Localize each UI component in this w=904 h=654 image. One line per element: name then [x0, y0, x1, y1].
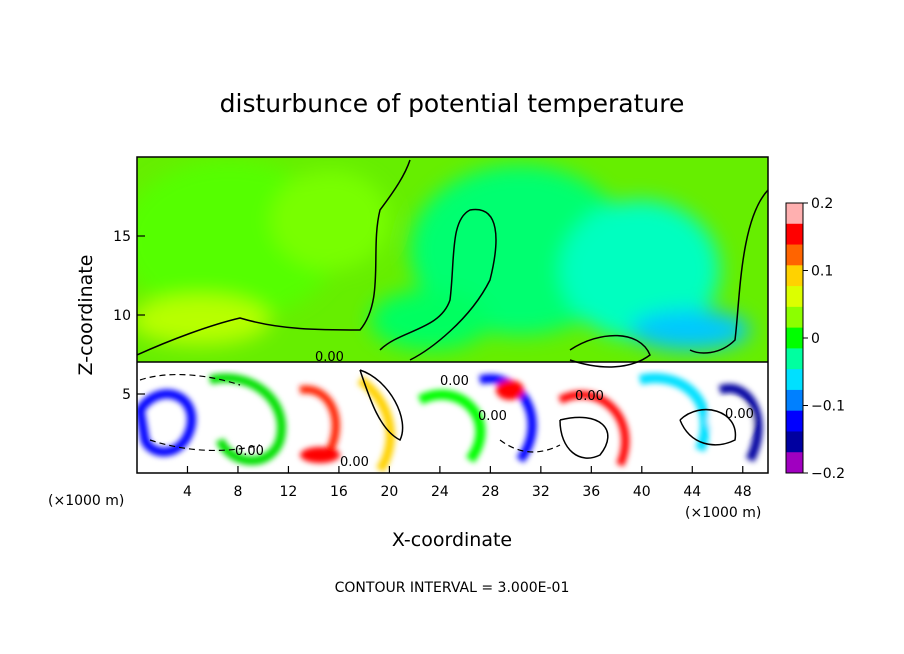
contour-zero: [379, 208, 497, 361]
y-axis: 5 10 15: [113, 229, 145, 403]
x-tick-label: 44: [683, 484, 701, 500]
contour-solid: [569, 334, 651, 368]
colorbar-tick-label: 0.2: [811, 196, 833, 212]
x-tick-label: 36: [582, 484, 600, 500]
contour-label: 0.00: [478, 409, 507, 424]
x-tick-label: 32: [532, 484, 550, 500]
contour-label: 0.00: [440, 374, 469, 389]
contour-zero: [689, 189, 768, 354]
contour-lines: [137, 159, 768, 459]
contour-lines-dashed: [139, 373, 561, 453]
colorbar-swatch: [786, 348, 803, 370]
colorbar-tick-label: 0.1: [811, 264, 833, 280]
contour-solid: [359, 369, 404, 442]
colorbar-swatch: [786, 203, 803, 225]
plot-area: [137, 157, 768, 473]
x-tick-label: 48: [734, 484, 752, 500]
colorbar: [786, 203, 803, 474]
contour-interval-note: CONTOUR INTERVAL = 3.000E-01: [335, 580, 570, 596]
x-unit-label-right: (×1000 m): [685, 505, 761, 521]
contour-solid: [559, 416, 609, 459]
y-tick-label: 10: [113, 308, 131, 324]
contour-label: 0.00: [575, 389, 604, 404]
colorbar-tick-label: −0.2: [811, 466, 845, 482]
colorbar-swatch: [786, 306, 803, 329]
contour-negative: [139, 373, 241, 386]
x-tick-label: 12: [280, 484, 298, 500]
x-axis: 4 8 12 16 20 24 28 32 36 40 44 48: [183, 466, 752, 500]
colorbar-swatch: [786, 327, 803, 349]
field-region: [137, 295, 270, 345]
x-tick-label: 4: [183, 484, 192, 500]
x-tick-label: 28: [481, 484, 499, 500]
lower-swirl: [638, 373, 711, 452]
lower-swirl: [417, 389, 486, 463]
colorbar-swatch: [786, 389, 803, 412]
contour-label-group: 0.00 0.00 0.00 0.00 0.00 0.00 0.00: [235, 350, 754, 470]
x-tick-label: 24: [431, 484, 449, 500]
contour-label: 0.00: [235, 444, 264, 459]
colorbar-tick-label: −0.1: [811, 399, 845, 415]
lower-swirl: [300, 447, 340, 463]
contour-label: 0.00: [315, 350, 344, 365]
colorbar-swatch: [786, 431, 803, 453]
lower-swirl: [478, 374, 537, 463]
contour-negative: [499, 439, 561, 453]
colorbar-swatch: [786, 452, 803, 474]
field-region: [630, 310, 750, 350]
x-unit-label: (×1000 m): [48, 493, 124, 509]
lower-swirl: [718, 384, 763, 463]
colorbar-swatch: [786, 286, 803, 308]
lower-swirl: [137, 389, 197, 457]
colorbar-swatch: [786, 244, 803, 266]
lower-swirl: [496, 380, 524, 400]
x-tick-label: 20: [380, 484, 398, 500]
colorbar-tick-label: 0: [811, 331, 820, 347]
lower-swirl: [208, 373, 286, 466]
x-tick-label: 8: [233, 484, 242, 500]
y-tick-label: 15: [113, 229, 131, 245]
y-axis-title: Z-coordinate: [75, 255, 97, 376]
contour-solid: [679, 409, 736, 446]
contour-negative: [149, 439, 261, 452]
y-tick-label: 5: [122, 387, 131, 403]
colorbar-swatch: [786, 223, 803, 246]
x-tick-label: 16: [330, 484, 348, 500]
field-region: [370, 290, 490, 350]
lower-swirl: [299, 385, 340, 452]
x-tick-label: 40: [633, 484, 651, 500]
chart-title: disturbunce of potential temperature: [220, 89, 685, 118]
field-region: [560, 200, 720, 340]
colorbar-swatch: [786, 265, 803, 287]
contour-label: 0.00: [725, 407, 754, 422]
field-region: [270, 170, 390, 270]
lower-swirl: [357, 376, 395, 473]
contour-label: 0.00: [340, 455, 369, 470]
lower-swirl: [558, 390, 630, 467]
colorbar-swatch: [786, 369, 803, 391]
colorbar-swatch: [786, 410, 803, 432]
x-axis-title: X-coordinate: [392, 529, 512, 551]
contour-zero: [137, 159, 411, 356]
colorbar-ticks: 0.2 0.1 0 −0.1 −0.2: [803, 196, 845, 482]
